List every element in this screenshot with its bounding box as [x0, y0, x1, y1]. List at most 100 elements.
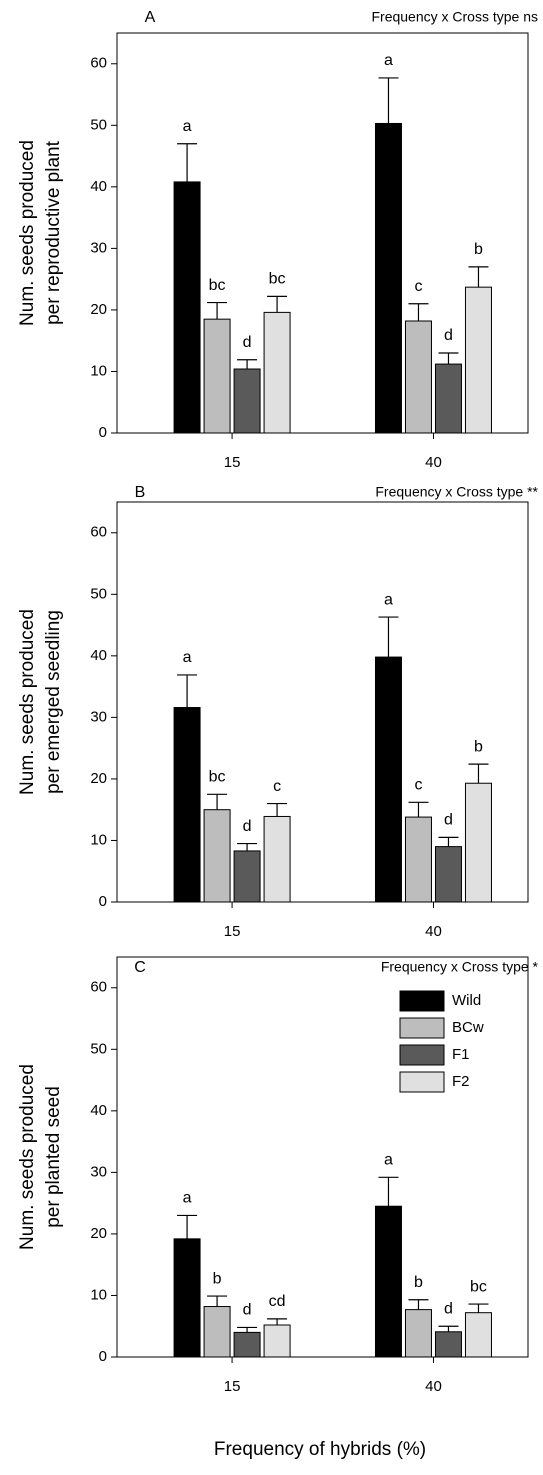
y-tick-label: 20: [90, 770, 107, 787]
y-tick-label: 30: [90, 708, 107, 725]
bar: [263, 311, 291, 434]
x-axis-label: Frequency of hybrids (%): [214, 1439, 426, 1460]
plot-frame: [116, 956, 529, 1358]
significance-letter: d: [243, 334, 252, 351]
significance-letter: d: [444, 1300, 453, 1317]
bar: [374, 1205, 402, 1358]
bar: [203, 318, 231, 434]
bar: [233, 368, 261, 434]
bar: [404, 320, 432, 434]
significance-letter: d: [444, 812, 453, 829]
significance-letter: d: [444, 327, 453, 344]
legend-swatch: [399, 1044, 445, 1066]
plot-frame: [116, 501, 529, 903]
y-tick-label: 60: [90, 55, 107, 72]
significance-letter: d: [243, 1302, 252, 1319]
significance-letter: bc: [269, 271, 286, 288]
significance-letter: b: [414, 1274, 423, 1291]
y-tick-label: 40: [90, 178, 107, 195]
y-tick-label: 50: [90, 585, 107, 602]
legend-swatch: [399, 1017, 445, 1039]
bar: [434, 363, 462, 434]
significance-letter: bc: [209, 277, 226, 294]
bar: [173, 707, 201, 903]
significance-letter: c: [273, 778, 281, 795]
y-tick-label: 0: [99, 1348, 107, 1365]
y-tick-label: 20: [90, 301, 107, 318]
y-tick-label: 50: [90, 1040, 107, 1057]
bar: [404, 816, 432, 903]
bar: [263, 1324, 291, 1358]
legend-label: BCw: [452, 1019, 484, 1036]
y-tick-label: 40: [90, 1102, 107, 1119]
x-tick-label: 40: [425, 454, 442, 471]
bar: [233, 1331, 261, 1358]
bar: [173, 181, 201, 434]
y-tick-label: 60: [90, 979, 107, 996]
panel-title: Frequency x Cross type ns: [371, 9, 538, 25]
significance-letter: a: [384, 52, 393, 69]
y-axis-label: per planted seed: [43, 1086, 64, 1228]
y-axis-label: Num. seeds produced: [17, 609, 38, 795]
legend-label: F2: [452, 1073, 470, 1090]
y-tick-label: 20: [90, 1225, 107, 1242]
y-tick-label: 0: [99, 424, 107, 441]
panel-title: Frequency x Cross type *: [381, 959, 539, 975]
significance-letter: a: [183, 649, 192, 666]
y-axis-label: Num. seeds produced: [17, 140, 38, 326]
panel-label: B: [135, 484, 146, 501]
legend-label: F1: [452, 1046, 470, 1063]
y-tick-label: 30: [90, 1163, 107, 1180]
y-tick-label: 40: [90, 647, 107, 664]
y-axis-label: per emerged seedling: [43, 610, 64, 794]
bar: [203, 1306, 231, 1358]
legend-swatch: [399, 1071, 445, 1093]
significance-letter: bc: [209, 769, 226, 786]
bar: [434, 1331, 462, 1358]
plot-frame: [116, 32, 529, 434]
significance-letter: bc: [470, 1278, 487, 1295]
y-tick-label: 10: [90, 1286, 107, 1303]
significance-letter: d: [243, 818, 252, 835]
significance-letter: b: [474, 738, 483, 755]
significance-letter: c: [414, 278, 422, 295]
significance-letter: b: [474, 241, 483, 258]
panel-title: Frequency x Cross type **: [375, 484, 538, 500]
y-tick-label: 60: [90, 524, 107, 541]
panel-label: C: [134, 959, 146, 976]
x-tick-label: 15: [224, 1378, 241, 1395]
y-tick-label: 0: [99, 893, 107, 910]
bar: [464, 782, 492, 903]
significance-letter: c: [414, 777, 422, 794]
x-tick-label: 40: [425, 1378, 442, 1395]
bar: [374, 122, 402, 434]
significance-letter: a: [384, 591, 393, 608]
bar: [263, 815, 291, 903]
bar: [464, 1312, 492, 1358]
bar: [464, 286, 492, 434]
panel-label: A: [145, 9, 156, 26]
bar: [203, 809, 231, 903]
x-tick-label: 40: [425, 923, 442, 940]
y-axis-label: Num. seeds produced: [17, 1064, 38, 1250]
x-tick-label: 15: [224, 454, 241, 471]
bar: [374, 656, 402, 903]
y-tick-label: 10: [90, 831, 107, 848]
bar: [404, 1309, 432, 1358]
y-axis-label: per reproductive plant: [43, 140, 64, 324]
x-tick-label: 15: [224, 923, 241, 940]
significance-letter: cd: [269, 1293, 286, 1310]
y-tick-label: 30: [90, 239, 107, 256]
significance-letter: a: [183, 1190, 192, 1207]
significance-letter: b: [213, 1270, 222, 1287]
legend-label: Wild: [452, 992, 481, 1009]
significance-letter: a: [384, 1152, 393, 1169]
significance-letter: a: [183, 118, 192, 135]
legend-swatch: [399, 990, 445, 1012]
bar: [173, 1238, 201, 1358]
bar: [434, 846, 462, 903]
y-tick-label: 50: [90, 116, 107, 133]
bar: [233, 850, 261, 903]
y-tick-label: 10: [90, 362, 107, 379]
